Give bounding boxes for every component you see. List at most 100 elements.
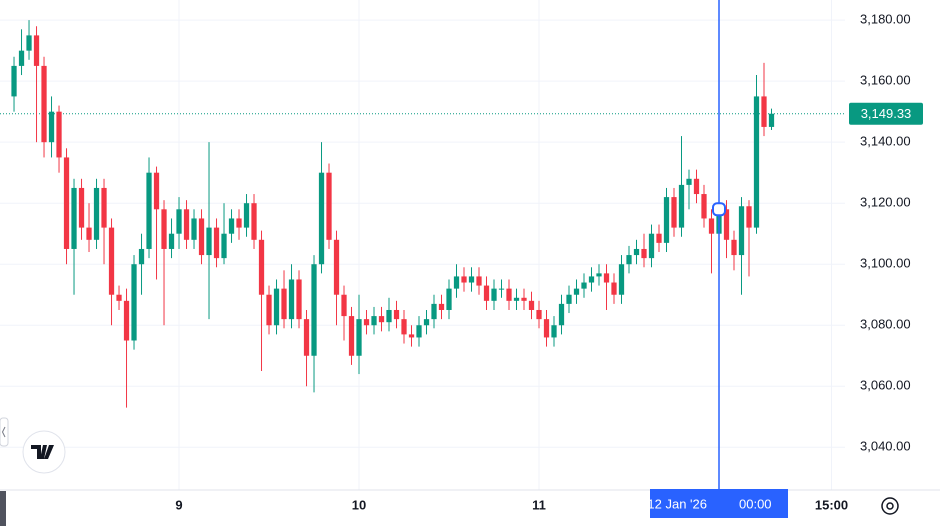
candle-body: [438, 303, 445, 310]
y-tick-label: 3,060.00: [860, 378, 911, 393]
candle-body: [93, 187, 100, 240]
candle-body: [611, 282, 617, 295]
candle-body: [78, 187, 85, 228]
candle-body: [86, 227, 92, 240]
settings-icon[interactable]: [881, 497, 899, 515]
candle-body: [408, 334, 415, 338]
candle-body: [618, 264, 625, 295]
candle-body: [63, 157, 70, 249]
candle-body: [633, 248, 640, 256]
candle-body: [236, 218, 242, 228]
candle-body: [551, 325, 557, 338]
candle-body: [686, 178, 692, 185]
crosshair-marker: [712, 202, 727, 217]
candle-body: [33, 35, 40, 66]
candle-body: [348, 316, 355, 356]
candle-body: [296, 279, 302, 320]
candle-body: [723, 209, 730, 240]
candle-body: [363, 319, 370, 326]
y-tick-label: 3,100.00: [860, 256, 911, 271]
candle-body: [101, 187, 107, 228]
x-tick-label: 10: [352, 497, 366, 512]
candle-body: [693, 178, 700, 195]
candle-body: [281, 288, 287, 320]
candle-body: [393, 309, 400, 320]
candle-body: [161, 209, 167, 249]
candle-body: [483, 285, 490, 301]
x-tick-label: 15:00: [815, 497, 848, 512]
candle-body: [596, 273, 602, 277]
candle-body: [356, 319, 362, 356]
candle-body: [183, 209, 190, 240]
candle-body: [536, 309, 542, 320]
candle-body: [708, 218, 715, 234]
x-tick-label: 11: [532, 497, 546, 512]
tv-logo[interactable]: [22, 430, 66, 474]
candle-body: [603, 273, 610, 283]
y-tick-label: 3,120.00: [860, 195, 911, 210]
candle-body: [41, 65, 47, 143]
candle-body: [731, 239, 737, 256]
y-tick-label: 3,160.00: [860, 73, 911, 88]
side-tab[interactable]: [0, 417, 9, 447]
logo-mark: [31, 445, 54, 459]
candle-body: [461, 276, 467, 283]
candle-body: [138, 248, 145, 265]
candle-body: [266, 294, 272, 326]
candle-body: [168, 233, 175, 249]
candle-body: [26, 35, 32, 51]
x-tick-label: 9: [175, 497, 182, 512]
candle-body: [18, 50, 25, 66]
candle-body: [701, 194, 707, 219]
y-tick-label: 3,080.00: [860, 317, 911, 332]
candle-body: [191, 218, 197, 240]
candle-body: [221, 233, 227, 259]
candle-body: [213, 227, 220, 259]
candle-body: [678, 184, 685, 228]
candle-body: [476, 276, 482, 286]
candle-body: [761, 96, 767, 127]
candle-body: [123, 300, 130, 341]
side-tab-arrow: [1, 426, 6, 438]
candle-body: [176, 209, 182, 234]
candle-body: [243, 203, 250, 228]
scroll-edge: [0, 491, 6, 526]
y-tick-label: 3,180.00: [860, 12, 911, 27]
candle-body: [71, 187, 77, 249]
candle-body: [543, 319, 550, 338]
candle-body: [656, 233, 662, 243]
last-price-label: 3,149.33: [861, 106, 912, 121]
candle-body: [326, 172, 332, 240]
candle-body: [491, 288, 497, 301]
candle-body: [146, 172, 152, 249]
candle-body: [446, 288, 452, 310]
candle-body: [648, 233, 655, 259]
candle-body: [371, 316, 377, 326]
candle-body: [258, 239, 265, 295]
y-tick-label: 3,040.00: [860, 439, 911, 454]
candle-body: [468, 276, 475, 283]
gear-inner: [886, 502, 894, 510]
candle-body: [198, 218, 205, 256]
candle-body: [521, 297, 527, 301]
candle-body: [386, 309, 392, 323]
candle-body: [318, 172, 325, 265]
candle-body: [558, 303, 565, 326]
candle-body: [48, 111, 55, 143]
candle-body: [416, 325, 422, 338]
candle-body: [153, 172, 160, 210]
candle-body: [746, 206, 752, 228]
candle-body: [626, 255, 632, 265]
candle-body: [131, 264, 137, 341]
candle-body: [581, 282, 587, 289]
candle-body: [528, 300, 535, 310]
candle-body: [506, 288, 512, 301]
candle-body: [311, 264, 317, 356]
candle-body: [768, 113, 775, 127]
candle-body: [431, 303, 437, 320]
candle-body: [453, 276, 460, 289]
candle-body: [753, 96, 760, 228]
candle-body: [108, 227, 115, 295]
candle-body: [498, 288, 505, 290]
